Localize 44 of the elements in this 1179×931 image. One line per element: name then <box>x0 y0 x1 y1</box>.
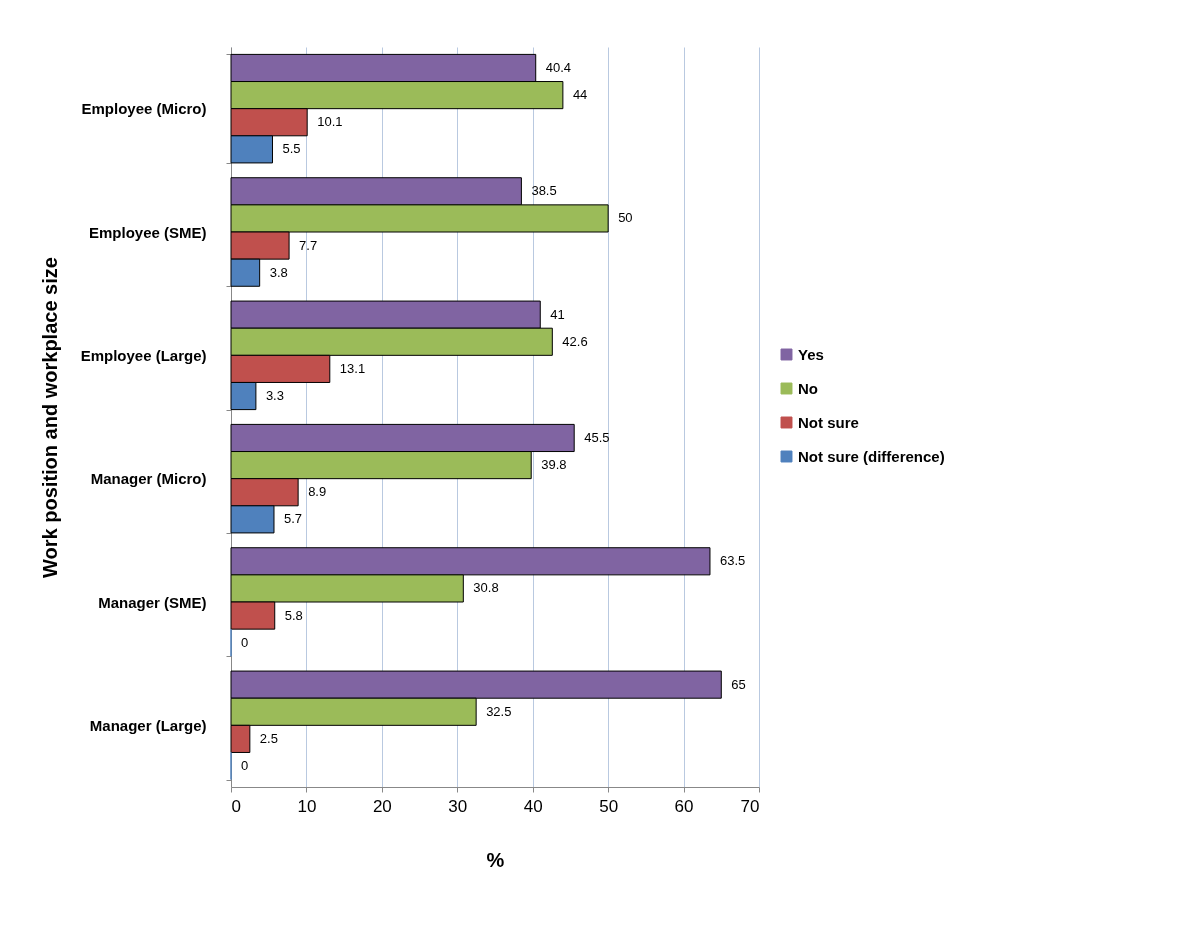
data-label: 30.8 <box>473 580 499 596</box>
y-tick-label: Manager (SME) <box>98 593 207 611</box>
y-tick-label: Manager (Large) <box>89 716 207 734</box>
legend-label: Not sure (difference) <box>798 447 945 465</box>
data-label: 39.8 <box>541 457 567 473</box>
data-label: 5.8 <box>284 607 303 623</box>
data-label: 7.7 <box>299 237 318 253</box>
data-label: 65 <box>731 676 746 692</box>
y-tick-label: Manager (Micro) <box>90 470 207 488</box>
data-label: 45.5 <box>584 429 610 445</box>
legend-label: Not sure <box>798 413 859 431</box>
data-label: 2.5 <box>259 730 278 746</box>
y-axis-title: Work position and workplace size <box>38 257 61 578</box>
data-label: 44 <box>572 87 588 103</box>
data-label: 10.1 <box>317 114 343 130</box>
data-label: 41 <box>550 306 565 322</box>
data-label: 3.8 <box>269 264 288 280</box>
data-label: 3.3 <box>265 388 284 404</box>
data-label: 50 <box>618 210 633 226</box>
data-label: 5.5 <box>282 141 301 157</box>
y-tick-label: Employee (Large) <box>80 346 207 364</box>
data-label: 8.9 <box>308 484 327 500</box>
data-label: 13.1 <box>339 360 366 376</box>
data-label: 40.4 <box>545 59 572 75</box>
y-tick-label: Employee (SME) <box>88 223 207 241</box>
data-label: 0 <box>241 634 249 650</box>
legend-label: No <box>798 379 818 397</box>
x-tick-label: 60 <box>674 796 694 816</box>
x-tick-label: 0 <box>231 796 241 816</box>
x-tick-label: 70 <box>740 796 760 816</box>
x-tick-label: 10 <box>297 796 317 816</box>
data-label: 32.5 <box>486 703 512 719</box>
legend-label: Yes <box>798 345 824 363</box>
x-tick-label: 50 <box>599 796 619 816</box>
x-tick-label: 20 <box>372 796 392 816</box>
data-label: 38.5 <box>531 183 557 199</box>
data-label: 0 <box>241 758 249 774</box>
x-tick-label: 30 <box>448 796 468 816</box>
data-label: 5.7 <box>283 511 303 527</box>
data-label: 63.5 <box>719 553 746 569</box>
x-tick-label: 40 <box>523 796 543 816</box>
data-label: 42.6 <box>562 333 588 349</box>
x-axis-title: % <box>486 848 505 871</box>
y-tick-label: Employee (Micro) <box>81 100 207 118</box>
